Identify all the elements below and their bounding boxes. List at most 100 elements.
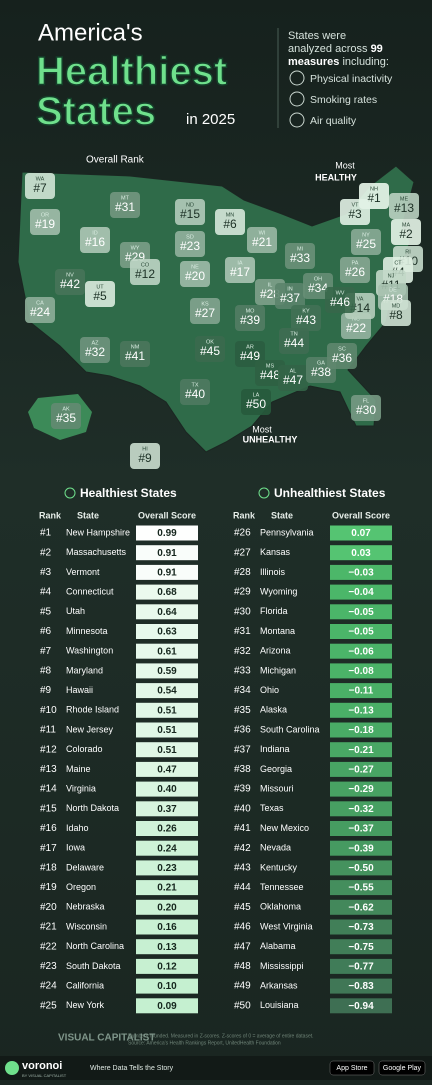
score-cell	[330, 683, 392, 699]
rank: #7	[40, 646, 52, 657]
state-rank: #9	[138, 451, 152, 465]
state-abbr: MO	[246, 308, 256, 314]
table-title: Healthiest States	[80, 486, 177, 500]
rank: #37	[234, 744, 251, 755]
store-label[interactable]: App Store	[336, 1065, 367, 1072]
rank: #15	[40, 803, 57, 814]
state-abbr: WV	[336, 290, 345, 296]
state-rank: #1	[367, 191, 381, 205]
state-rank: #3	[348, 207, 362, 221]
state-rank: #27	[195, 306, 215, 320]
store-badge[interactable]	[378, 1060, 426, 1076]
rank: #4	[40, 587, 52, 598]
rank: #35	[234, 705, 251, 716]
score-cell	[136, 545, 198, 561]
score-cell	[330, 781, 392, 797]
state-abbr: LA	[253, 392, 260, 398]
score: −0.06	[348, 646, 374, 657]
score: 0.21	[157, 883, 177, 894]
rank: #5	[40, 606, 52, 617]
rank: #45	[234, 902, 251, 913]
state-shape	[235, 305, 265, 331]
state: South Dakota	[66, 961, 121, 971]
state: Vermont	[66, 567, 100, 577]
score: −0.94	[348, 1001, 374, 1012]
intro-text: measures including:	[288, 56, 389, 68]
score-cell	[330, 880, 392, 896]
state-shape	[278, 365, 308, 391]
state-abbr: NV	[66, 272, 74, 278]
rank: #36	[234, 725, 251, 736]
score: −0.75	[348, 942, 374, 953]
score: 0.07	[351, 528, 371, 539]
state-abbr: MI	[297, 246, 304, 252]
score: −0.62	[348, 902, 374, 913]
state: New Hampshire	[66, 527, 130, 537]
rank: #41	[234, 823, 251, 834]
state-rank: #41	[125, 349, 145, 363]
state: North Dakota	[66, 803, 119, 813]
score: −0.03	[348, 568, 374, 579]
state-shape	[291, 305, 321, 331]
score-cell	[136, 643, 198, 659]
state-rank: #34	[308, 281, 328, 295]
store-label[interactable]: Google Play	[383, 1065, 422, 1072]
rank: #50	[234, 1000, 251, 1011]
state-rank: #45	[200, 344, 220, 358]
score-cell	[330, 899, 392, 915]
score: 0.40	[157, 784, 177, 795]
map-legend: Overall Rank	[86, 155, 145, 166]
state-rank: #2	[399, 227, 413, 241]
state: Delaware	[66, 862, 104, 872]
rank: #21	[40, 922, 57, 933]
state-abbr: NY	[362, 232, 370, 238]
score-cell	[136, 604, 198, 620]
score: −0.29	[348, 784, 374, 795]
score: 0.51	[157, 705, 177, 716]
rank: #30	[234, 606, 251, 617]
score-cell	[330, 840, 392, 856]
state-shape	[279, 328, 309, 354]
state-shape	[80, 227, 110, 253]
state-rank: #17	[230, 265, 250, 279]
state-abbr: NJ	[388, 273, 395, 279]
state: Iowa	[66, 843, 85, 853]
state-shape	[51, 403, 81, 429]
state-rank: #38	[311, 365, 331, 379]
state-rank: #19	[35, 217, 55, 231]
state-shape	[80, 337, 110, 363]
score-cell	[136, 702, 198, 718]
state: Indiana	[260, 744, 290, 754]
state: Arkansas	[260, 980, 298, 990]
rank: #16	[40, 823, 57, 834]
annotation: UNHEALTHY	[243, 434, 298, 444]
store-badge[interactable]	[329, 1060, 375, 1076]
state-rank: #35	[56, 411, 76, 425]
state-rank: #33	[290, 251, 310, 265]
score: 0.63	[157, 627, 177, 638]
score-cell	[136, 958, 198, 974]
state-rank: #6	[223, 217, 237, 231]
state-abbr: NM	[131, 344, 140, 350]
state-shape	[175, 199, 205, 225]
score: 0.16	[157, 922, 177, 933]
score: 0.51	[157, 725, 177, 736]
score: 0.54	[157, 686, 177, 697]
score-cell	[330, 643, 392, 659]
state-shape	[341, 313, 371, 339]
state: Pennsylvania	[260, 527, 314, 537]
score-cell	[136, 683, 198, 699]
score-cell	[330, 525, 392, 541]
rank: #23	[40, 961, 57, 972]
score: 0.61	[157, 646, 177, 657]
score: 0.10	[157, 981, 177, 992]
state-shape	[25, 297, 55, 323]
state: Missouri	[260, 783, 294, 793]
tagline: Where Data Tells the Story	[90, 1065, 174, 1072]
source: Source: America's Health Rankings Report…	[128, 1040, 281, 1046]
state-abbr: NE	[191, 264, 199, 270]
score: 0.99	[157, 528, 177, 539]
state-abbr: OR	[41, 212, 49, 218]
rank: #47	[234, 941, 251, 952]
state-shape	[285, 243, 315, 269]
